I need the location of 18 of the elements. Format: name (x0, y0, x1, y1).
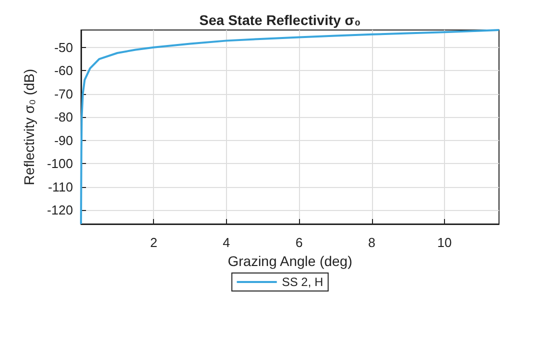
x-tick-label: 4 (222, 235, 230, 250)
chart-title: Sea State Reflectivity σ₀ (199, 12, 361, 28)
x-axis-title: Grazing Angle (deg) (228, 253, 352, 269)
y-tick-label: -80 (54, 110, 73, 125)
y-tick-label: -100 (46, 156, 73, 172)
y-axis-title: Reflectivity σ₀ (dB) (21, 68, 38, 186)
x-tick-label: 8 (368, 235, 376, 250)
line-series (80, 29, 500, 225)
x-tick-label: 10 (437, 235, 452, 250)
y-tick-label: -90 (54, 132, 73, 148)
y-tick-label: -60 (54, 63, 73, 78)
legend-label: SS 2, H (282, 275, 324, 289)
x-tick-label: 2 (150, 235, 158, 250)
x-tick-label: 6 (295, 235, 303, 250)
y-tick-label: -50 (54, 40, 73, 55)
y-tick-label: -120 (46, 202, 73, 218)
y-tick-label: -70 (54, 86, 73, 102)
y-tick-label: -110 (48, 179, 73, 194)
